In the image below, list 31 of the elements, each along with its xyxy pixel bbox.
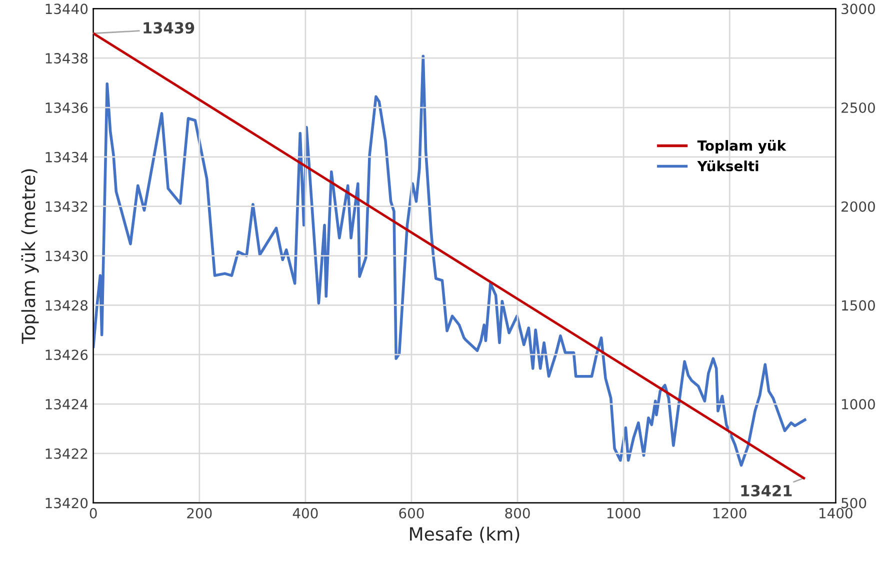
- legend-label: Toplam yük: [697, 140, 786, 154]
- y2-tick-label: 500: [842, 498, 866, 508]
- x-tick-label: 200: [187, 508, 212, 518]
- y-tick-label: 13426: [46, 350, 88, 360]
- annotation: 13421: [741, 484, 792, 496]
- x-tick-label: 1000: [607, 508, 640, 518]
- y-tick-label: 13436: [46, 102, 88, 113]
- y-tick-label: 13440: [46, 4, 88, 14]
- annotation: 13439: [144, 22, 194, 34]
- y-tick-label: 13422: [46, 448, 88, 459]
- y-tick-label: 13434: [46, 152, 88, 162]
- y-tick-label: 13430: [46, 250, 88, 262]
- y2-tick-label: 1500: [842, 300, 875, 311]
- x-tick-label: 800: [505, 508, 530, 518]
- y2-tick-label: 2000: [842, 201, 875, 212]
- x-tick-label: 1400: [820, 508, 852, 518]
- y-tick-label: 13432: [46, 201, 88, 212]
- y-tick-label: 13424: [46, 398, 88, 410]
- y-tick-label: 13420: [46, 498, 88, 508]
- x-tick-label: 1200: [713, 508, 746, 518]
- x-axis-title: Mesafe (km): [410, 526, 520, 543]
- legend-label: Yükselti: [697, 160, 758, 172]
- y2-tick-label: 3000: [842, 4, 875, 14]
- y2-tick-label: 2500: [842, 102, 875, 113]
- y-tick-label: 13428: [46, 300, 88, 311]
- y2-tick-label: 1000: [842, 398, 875, 410]
- y-axis-title: Toplam yük (metre): [21, 169, 39, 344]
- x-tick-label: 400: [292, 508, 318, 518]
- y-tick-label: 13438: [46, 53, 88, 64]
- x-tick-label: 0: [90, 508, 97, 518]
- x-tick-label: 600: [399, 508, 424, 518]
